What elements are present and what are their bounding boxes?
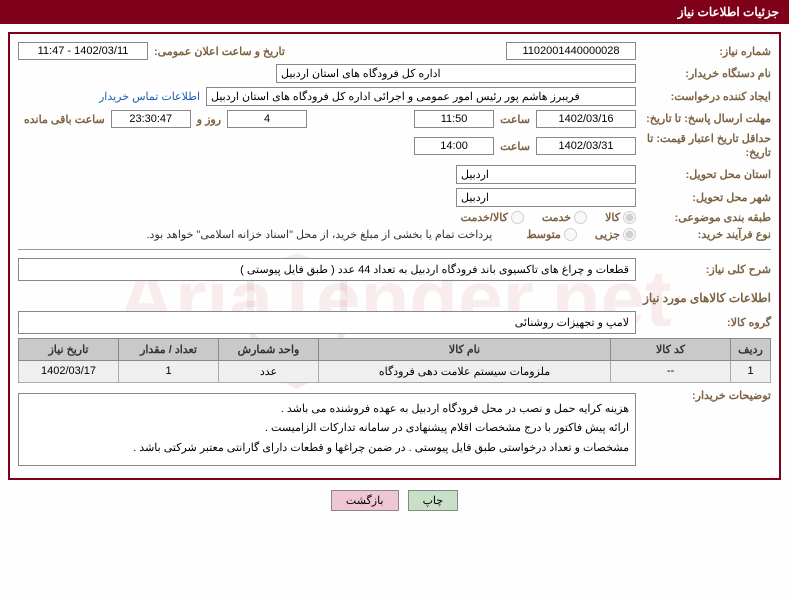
field-city: اردبیل	[456, 188, 636, 207]
field-price-valid-date: 1402/03/31	[536, 137, 636, 155]
cell-code: --	[611, 360, 731, 382]
radio-goods[interactable]: کالا	[605, 211, 636, 224]
print-button[interactable]: چاپ	[408, 490, 459, 511]
field-reply-date: 1402/03/16	[536, 110, 636, 128]
cell-qty: 1	[119, 360, 219, 382]
label-goods-group: گروه کالا:	[636, 316, 771, 329]
field-goods-group: لامپ و تجهیزات روشنائی	[18, 311, 636, 334]
label-city: شهر محل تحویل:	[636, 191, 771, 204]
radio-both[interactable]: کالا/خدمت	[461, 211, 524, 224]
th-row: ردیف	[731, 338, 771, 360]
cell-row: 1	[731, 360, 771, 382]
th-unit: واحد شمارش	[219, 338, 319, 360]
label-buyer-notes: توضیحات خریدار:	[636, 389, 771, 402]
radio-medium[interactable]: متوسط	[526, 228, 577, 241]
cell-name: ملزومات سیستم علامت دهی فرودگاه	[319, 360, 611, 382]
main-frame: شماره نیاز: 1102001440000028 تاریخ و ساع…	[8, 32, 781, 480]
page-title: جزئیات اطلاعات نیاز	[0, 0, 789, 24]
label-requester: ایجاد کننده درخواست:	[636, 90, 771, 103]
field-days-left: 4	[227, 110, 307, 128]
treasury-note: پرداخت تمام یا بخشی از مبلغ خرید، از محل…	[147, 228, 513, 241]
table-header-row: ردیف کد کالا نام کالا واحد شمارش تعداد /…	[19, 338, 771, 360]
label-need-no: شماره نیاز:	[636, 45, 771, 58]
cell-unit: عدد	[219, 360, 319, 382]
label-hour2: ساعت	[494, 140, 536, 153]
field-buyer-org: اداره کل فرودگاه های استان اردبیل	[276, 64, 636, 83]
th-name: نام کالا	[319, 338, 611, 360]
field-time-left: 23:30:47	[111, 110, 191, 128]
buyer-note-line: هزینه کرایه حمل و نصب در محل فرودگاه ارد…	[25, 400, 629, 420]
field-overall-desc: قطعات و چراغ های تاکسیوی باند فرودگاه ار…	[18, 258, 636, 281]
field-price-valid-time: 14:00	[414, 137, 494, 155]
th-qty: تعداد / مقدار	[119, 338, 219, 360]
radio-service[interactable]: خدمت	[542, 211, 587, 224]
label-announce-dt: تاریخ و ساعت اعلان عمومی:	[148, 45, 291, 58]
th-need-date: تاریخ نیاز	[19, 338, 119, 360]
field-announce-dt: 1402/03/11 - 11:47	[18, 42, 148, 60]
purchase-type-group: جزیی متوسط	[512, 228, 636, 241]
table-row: 1--ملزومات سیستم علامت دهی فرودگاهعدد114…	[19, 360, 771, 382]
label-remaining: ساعت باقی مانده	[18, 113, 111, 126]
back-button[interactable]: بازگشت	[331, 490, 399, 511]
label-buyer-org: نام دستگاه خریدار:	[636, 67, 771, 80]
buyer-note-line: مشخصات و تعداد درخواستی طبق فایل پیوستی …	[25, 439, 629, 459]
divider	[18, 249, 771, 250]
th-code: کد کالا	[611, 338, 731, 360]
field-reply-time: 11:50	[414, 110, 494, 128]
buyer-notes-box: هزینه کرایه حمل و نصب در محل فرودگاه ارد…	[18, 393, 636, 466]
radio-small[interactable]: جزیی	[595, 228, 636, 241]
goods-table: ردیف کد کالا نام کالا واحد شمارش تعداد /…	[18, 338, 771, 383]
label-hour1: ساعت	[494, 113, 536, 126]
label-province: استان محل تحویل:	[636, 168, 771, 181]
cell-need_date: 1402/03/17	[19, 360, 119, 382]
buyer-note-line: ارائه پیش فاکتور با درج مشخصات اقلام پیش…	[25, 419, 629, 439]
label-day-and: روز و	[191, 113, 227, 126]
field-requester: فریبرز هاشم پور رئیس امور عمومی و اجرائی…	[206, 87, 636, 106]
label-overall-desc: شرح کلی نیاز:	[636, 263, 771, 276]
section-goods-info: اطلاعات کالاهای مورد نیاز	[18, 291, 771, 305]
label-reply-deadline: مهلت ارسال پاسخ: تا تاریخ:	[636, 112, 771, 126]
label-price-valid: حداقل تاریخ اعتبار قیمت: تا تاریخ:	[636, 132, 771, 161]
label-purchase-type: نوع فرآیند خرید:	[636, 228, 771, 241]
subject-cat-group: کالا خدمت کالا/خدمت	[447, 211, 636, 224]
label-subject-cat: طبقه بندی موضوعی:	[636, 211, 771, 224]
buyer-contact-link[interactable]: اطلاعات تماس خریدار	[99, 90, 206, 103]
field-province: اردبیل	[456, 165, 636, 184]
field-need-no: 1102001440000028	[506, 42, 636, 60]
action-bar: چاپ بازگشت	[0, 490, 789, 511]
